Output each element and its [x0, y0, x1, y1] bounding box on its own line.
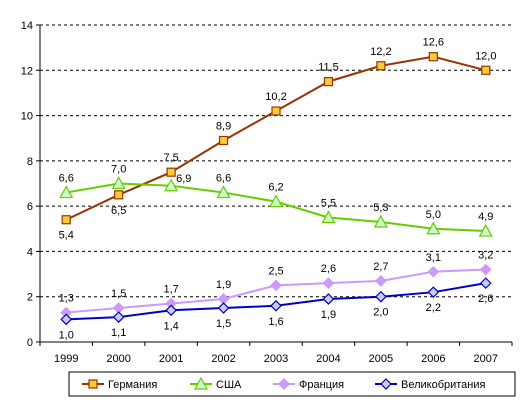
data-label-uk: 1,4 [163, 320, 178, 332]
data-label-uk: 2,0 [373, 307, 388, 319]
y-tick-label: 12 [21, 65, 33, 77]
y-tick-label: 10 [21, 111, 33, 123]
legend-label-germany: Германия [108, 379, 157, 391]
data-label-germany: 7,5 [163, 152, 178, 164]
data-label-usa: 6,2 [268, 182, 283, 194]
legend-label-uk: Великобритания [401, 379, 486, 391]
data-point-usa [373, 214, 388, 228]
data-point-germany [166, 167, 176, 177]
data-point-france [427, 265, 440, 278]
data-point-france [375, 275, 387, 287]
data-label-usa: 6,6 [216, 173, 231, 185]
data-label-usa: 5,5 [321, 197, 336, 209]
x-tick-label: 2007 [474, 353, 498, 365]
data-label-france: 1,3 [59, 293, 74, 305]
data-point-usa [426, 221, 441, 235]
data-label-uk: 2,6 [478, 293, 493, 305]
data-point-usa [59, 185, 74, 199]
data-point-france [479, 263, 492, 276]
y-tick-label: 8 [27, 156, 33, 168]
y-tick-label: 6 [27, 201, 33, 213]
data-point-usa [216, 185, 231, 199]
data-label-uk: 1,0 [59, 329, 74, 341]
legend-marker-germany [88, 379, 98, 389]
data-point-germany [271, 106, 281, 116]
data-label-germany: 6,5 [111, 205, 126, 217]
data-point-germany [376, 61, 386, 71]
data-label-germany: 12,0 [475, 50, 496, 62]
data-label-france: 1,5 [111, 288, 126, 300]
data-point-germany [218, 135, 229, 146]
data-point-uk [270, 299, 282, 312]
data-point-usa [164, 178, 179, 192]
data-point-usa [478, 223, 493, 237]
data-point-germany [323, 77, 334, 87]
data-label-germany: 11,5 [318, 62, 339, 74]
x-tick-label: 1999 [54, 353, 78, 365]
data-point-usa [321, 210, 336, 224]
data-label-france: 1,9 [216, 279, 231, 291]
data-point-germany [61, 215, 71, 225]
data-label-france: 2,5 [268, 265, 283, 277]
y-tick-label: 14 [21, 20, 33, 32]
legend-marker-uk [380, 378, 392, 390]
data-label-usa: 5,3 [373, 202, 388, 214]
x-tick-label: 2004 [316, 353, 340, 365]
legend-marker-usa [193, 376, 209, 390]
data-label-france: 2,7 [373, 261, 388, 273]
series-group [59, 52, 493, 326]
data-label-germany: 12,2 [370, 46, 391, 58]
data-point-uk [322, 293, 335, 305]
data-point-france [270, 279, 282, 292]
data-point-germany [428, 52, 438, 62]
y-tick-label: 2 [27, 292, 33, 304]
data-labels: 5,4 6,5 7,5 8,9 10,2 11,5 12,2 12,6 12,0 6,6 7,0 6,… [59, 37, 497, 342]
x-tick-label: 2003 [264, 353, 288, 365]
legend-marker-france [278, 378, 290, 390]
data-point-uk [60, 313, 73, 326]
data-label-uk: 1,6 [268, 316, 283, 328]
data-label-germany: 12,6 [423, 37, 444, 49]
data-label-usa: 4,9 [478, 211, 493, 223]
data-point-france [322, 277, 335, 289]
data-label-uk: 2,2 [426, 302, 441, 314]
data-point-uk [112, 311, 125, 323]
x-tick-label: 2001 [159, 353, 183, 365]
data-point-uk [427, 286, 440, 299]
data-label-germany: 10,2 [265, 91, 286, 103]
legend-label-usa: США [216, 379, 242, 391]
data-point-uk [375, 290, 387, 303]
axes: 0 2 4 6 8 10 12 14 1999 2000 2001 2002 2003 2004 2005 2… [21, 20, 513, 365]
data-label-france: 1,7 [163, 284, 178, 296]
data-label-usa: 5,0 [426, 209, 441, 221]
data-point-uk [165, 304, 177, 317]
data-label-france: 2,6 [321, 263, 336, 275]
data-point-germany [114, 190, 124, 200]
data-label-uk: 1,1 [111, 327, 126, 339]
data-point-uk [479, 277, 492, 289]
data-label-france: 3,1 [426, 252, 441, 264]
y-tick-label: 4 [27, 246, 33, 258]
data-point-uk [217, 302, 230, 314]
data-label-germany: 5,4 [59, 230, 74, 242]
x-tick-label: 2006 [421, 353, 445, 365]
x-tick-label: 2005 [369, 353, 393, 365]
y-tick-label: 0 [27, 337, 33, 349]
data-label-usa: 6,6 [59, 173, 74, 185]
data-point-germany [481, 65, 491, 75]
data-label-uk: 1,9 [321, 309, 336, 321]
data-label-germany: 8,9 [216, 120, 231, 132]
data-label-france: 3,2 [478, 250, 493, 262]
data-point-usa [268, 194, 284, 208]
data-label-usa: 7,0 [111, 164, 126, 176]
x-tick-label: 2000 [106, 353, 130, 365]
data-label-uk: 1,5 [216, 318, 231, 330]
x-tick-label: 2002 [211, 353, 235, 365]
legend-label-france: Франция [299, 379, 344, 391]
legend: Германия США Франция Великобритания [68, 371, 516, 397]
data-point-usa [111, 176, 126, 190]
data-label-usa: 6,9 [176, 173, 191, 185]
